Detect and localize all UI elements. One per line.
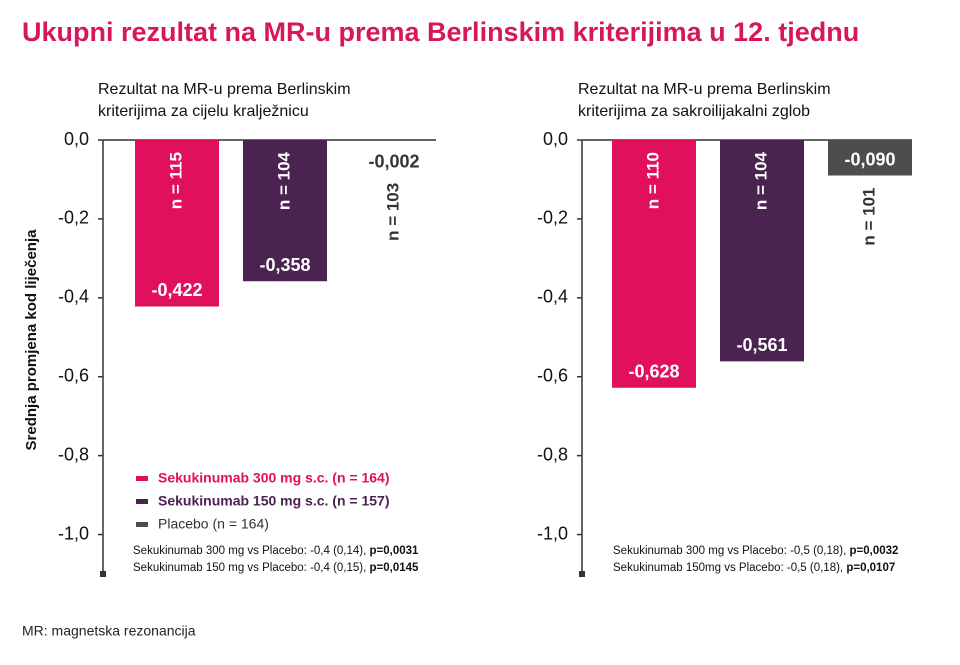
n-label: n = 110 [643,152,662,209]
footnote: MR: magnetska rezonancija [22,623,196,639]
n-label: n = 101 [859,188,878,246]
value-label: -0,002 [368,152,419,172]
note-p: p=0,0031 [370,545,420,557]
value-label: -0,090 [844,149,895,169]
y-tick-label: -0,2 [58,208,89,228]
n-label: n = 104 [274,151,293,210]
y-tick-label: -0,4 [537,287,568,307]
legend-label: Sekukinumab 150 mg s.c. (n = 157) [158,493,390,509]
axis-end [100,571,106,577]
y-tick-label: -0,2 [537,208,568,228]
stat-note: Sekukinumab 300 mg vs Placebo: -0,5 (0,1… [613,545,898,557]
panel-title: Rezultat na MR-u prema Berlinskim [98,81,351,98]
note-p: p=0,0145 [370,562,420,574]
panel-title: kriterijima za cijelu kralježnicu [98,103,309,120]
legend-swatch [136,476,148,481]
axis-end [579,571,585,577]
y-tick-label: 0,0 [64,129,89,149]
legend-swatch [136,499,148,504]
note-text: Sekukinumab 300 mg vs Placebo: -0,4 (0,1… [133,545,370,557]
stat-note: Sekukinumab 300 mg vs Placebo: -0,4 (0,1… [133,545,419,557]
y-tick-label: -0,6 [58,365,89,385]
value-label: -0,561 [736,335,787,355]
legend-swatch [136,522,148,527]
bar [720,140,804,362]
n-label: n = 103 [383,183,402,241]
value-label: -0,422 [151,280,202,300]
bar [135,140,219,307]
note-p: p=0,0107 [846,562,895,574]
bar [352,140,436,141]
y-tick-label: 0,0 [543,129,568,149]
panel-title: Rezultat na MR-u prema Berlinskim [578,81,831,98]
y-tick-label: -1,0 [58,523,89,543]
stat-note: Sekukinumab 150mg vs Placebo: -0,5 (0,18… [613,562,895,574]
value-label: -0,628 [628,362,679,382]
y-tick-label: -0,8 [537,444,568,464]
note-p: p=0,0032 [850,545,899,557]
y-axis-label: Srednja promjena kod liječenja [23,229,40,451]
y-tick-label: -0,4 [58,287,89,307]
n-label: n = 104 [751,151,770,210]
note-text: Sekukinumab 150mg vs Placebo: -0,5 (0,18… [613,562,846,574]
note-text: Sekukinumab 300 mg vs Placebo: -0,5 (0,1… [613,545,850,557]
panel-title: kriterijima za sakroilijakalni zglob [578,103,810,120]
value-label: -0,358 [259,255,310,275]
y-tick-label: -0,6 [537,365,568,385]
legend-label: Placebo (n = 164) [158,516,269,532]
note-text: Sekukinumab 150 mg vs Placebo: -0,4 (0,1… [133,562,370,574]
y-tick-label: -0,8 [58,444,89,464]
legend-label: Sekukinumab 300 mg s.c. (n = 164) [158,470,390,486]
n-label: n = 115 [166,152,185,209]
stat-note: Sekukinumab 150 mg vs Placebo: -0,4 (0,1… [133,562,419,574]
bar [243,140,327,282]
bar [612,140,696,388]
bar [828,140,912,176]
y-tick-label: -1,0 [537,523,568,543]
page-title: Ukupni rezultat na MR-u prema Berlinskim… [22,17,859,47]
